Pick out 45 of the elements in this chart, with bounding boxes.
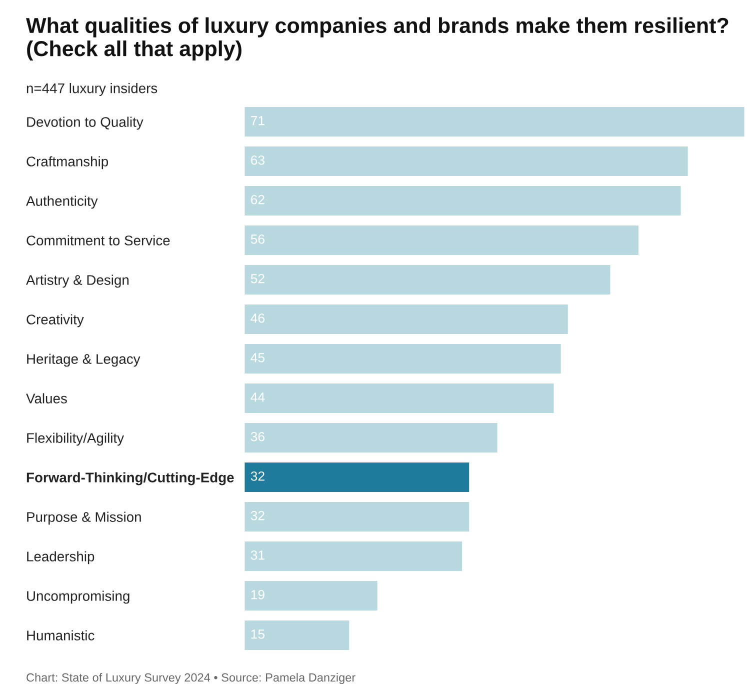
bar <box>244 422 499 454</box>
y-tick-label: Commitment to Service <box>26 235 170 246</box>
bar <box>244 145 690 178</box>
y-tick-label: Leadership <box>27 551 94 564</box>
y-tick-label: Devotion to Quality <box>27 116 144 130</box>
bar <box>244 461 470 494</box>
y-tick-label: Purpose & Mission <box>27 512 141 525</box>
bar <box>244 224 640 256</box>
data-label: 46 <box>250 313 264 323</box>
data-label: 71 <box>251 116 264 126</box>
y-tick-label: Uncompromising <box>27 590 130 604</box>
bar <box>244 382 556 414</box>
y-tick-label: Creativity <box>26 314 84 328</box>
chart-title: What qualities of luxury companies and brands make them resilient? (Check all that apply) <box>26 17 728 61</box>
data-label: 32 <box>250 510 264 520</box>
bar <box>244 303 570 336</box>
bar <box>244 184 682 217</box>
bar <box>244 264 612 296</box>
bar <box>244 540 464 572</box>
y-tick-label: Flexibility/Agility <box>27 432 124 446</box>
data-label: 36 <box>250 432 264 442</box>
y-tick-label: Heritage & Legacy <box>27 354 140 367</box>
y-tick-label: Craftmanship <box>26 156 108 170</box>
bar <box>244 106 745 138</box>
data-label: 44 <box>250 392 265 402</box>
y-tick-label: Artistry & Design <box>26 274 129 288</box>
data-label: 45 <box>250 353 264 362</box>
data-label: 56 <box>250 234 264 244</box>
y-tick-label: Authenticity <box>26 196 98 209</box>
data-label: 52 <box>250 274 264 284</box>
bar <box>244 500 470 533</box>
data-label: 62 <box>251 194 264 204</box>
text: Chart: State of Luxury Survey 2024 • Source: Pamela Danziger <box>26 672 356 684</box>
bar <box>244 342 562 375</box>
data-label: 31 <box>250 550 264 560</box>
y-tick-label: Humanistic <box>27 630 94 640</box>
bar <box>244 580 379 612</box>
bar <box>244 619 351 652</box>
data-label: 15 <box>251 630 264 639</box>
data-label: 19 <box>251 590 264 600</box>
y-tick-label: Values <box>26 393 67 404</box>
data-label: 32 <box>250 471 264 481</box>
text: n=447 luxury insiders <box>26 83 158 96</box>
data-label: 63 <box>251 155 264 165</box>
y-tick-label: Forward-Thinking/Cutting-Edge <box>26 472 234 486</box>
